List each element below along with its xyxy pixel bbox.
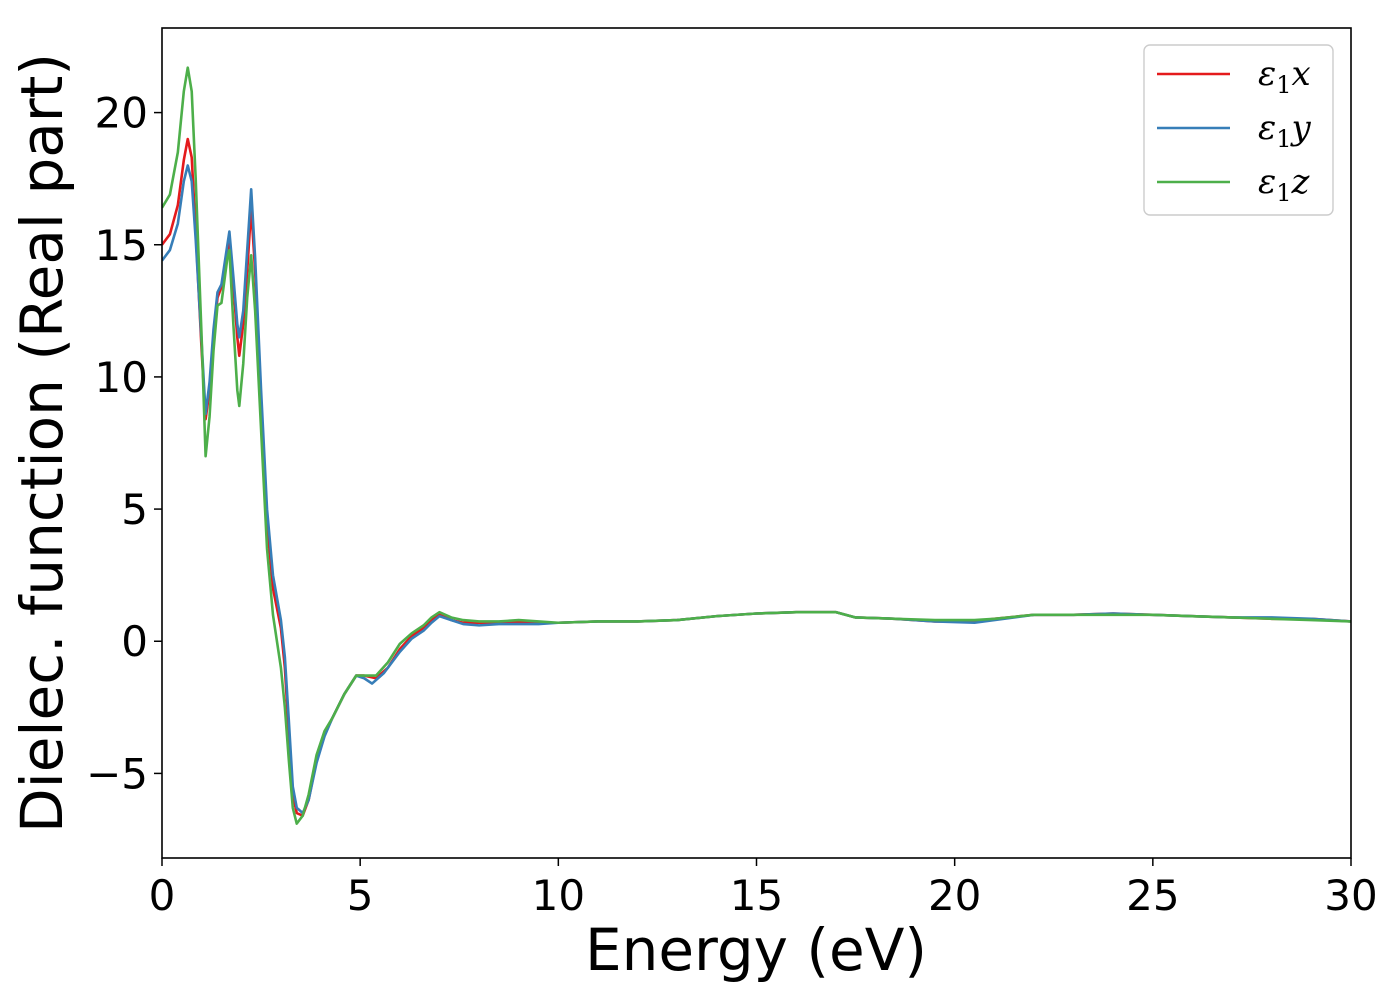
x-axis-ticks: 0 5 10 15 20 25 30 (149, 858, 1378, 920)
legend-label-2: ε1y (1258, 108, 1312, 153)
y-axis-ticks: −5 0 5 10 15 20 (86, 89, 162, 798)
series-layer (162, 66, 1351, 825)
y-tick-label: −5 (86, 749, 148, 798)
legend-label-3: ε1z (1258, 162, 1311, 207)
x-axis-label: Energy (eV) (585, 916, 927, 984)
series-line-3 (162, 66, 1351, 825)
y-tick-label: 20 (95, 89, 148, 138)
x-tick-label: 25 (1126, 871, 1179, 920)
x-tick-label: 0 (149, 871, 176, 920)
y-tick-label: 15 (95, 221, 148, 270)
x-tick-label: 5 (347, 871, 374, 920)
x-tick-label: 15 (730, 871, 783, 920)
legend: ε1x ε1y ε1z (1143, 44, 1334, 216)
legend-label-1: ε1x (1258, 54, 1311, 99)
y-tick-label: 5 (121, 485, 148, 534)
legend-box (1143, 44, 1334, 216)
y-axis-label: Dielec. function (Real part) (8, 53, 76, 833)
y-tick-label: 10 (95, 353, 148, 402)
x-tick-label: 20 (928, 871, 981, 920)
y-tick-label: 0 (121, 617, 148, 666)
x-tick-label: 10 (532, 871, 585, 920)
x-tick-label: 30 (1324, 871, 1377, 920)
